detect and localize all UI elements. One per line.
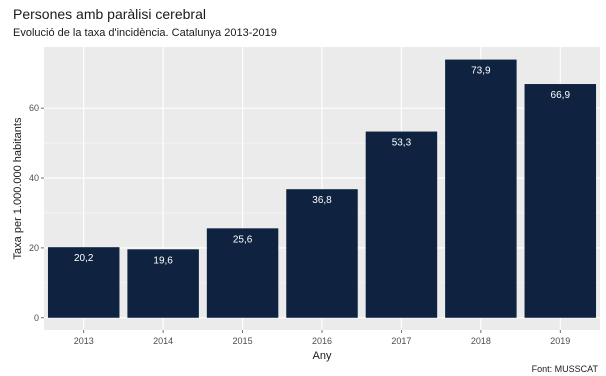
y-tick-label: 40	[29, 173, 39, 183]
x-tick-label: 2016	[312, 336, 332, 346]
data-label: 20,2	[74, 253, 94, 264]
y-tick-label: 20	[29, 243, 39, 253]
bar-2016	[286, 189, 358, 318]
data-label: 19,6	[153, 255, 173, 266]
y-tick-label: 60	[29, 103, 39, 113]
bar-2018	[445, 59, 517, 318]
data-label: 25,6	[233, 234, 253, 245]
y-tick-label: 0	[34, 313, 39, 323]
x-tick-label: 2018	[471, 336, 491, 346]
bar-2015	[206, 228, 279, 318]
bar-2019	[524, 84, 597, 318]
y-axis-title: Taxa per 1.000.000 habitants	[12, 117, 24, 259]
data-label: 66,9	[551, 90, 571, 101]
bar-2013	[47, 247, 120, 318]
chart-subtitle: Evolució de la taxa d'incidència. Catalu…	[13, 27, 277, 39]
bar-2014	[127, 249, 199, 318]
chart-title: Persones amb paràlisi cerebral	[13, 6, 206, 22]
data-label: 53,3	[392, 138, 412, 149]
x-tick-label: 2014	[153, 336, 173, 346]
data-label: 73,9	[471, 66, 491, 77]
x-tick-label: 2013	[74, 336, 94, 346]
x-tick-label: 2019	[550, 336, 570, 346]
x-tick-label: 2017	[391, 336, 411, 346]
bar-2017	[365, 131, 438, 318]
data-label: 36,8	[312, 195, 332, 206]
source-caption: Font: MUSSCAT	[531, 364, 598, 374]
x-axis-title: Any	[313, 350, 332, 362]
x-tick-label: 2015	[233, 336, 253, 346]
